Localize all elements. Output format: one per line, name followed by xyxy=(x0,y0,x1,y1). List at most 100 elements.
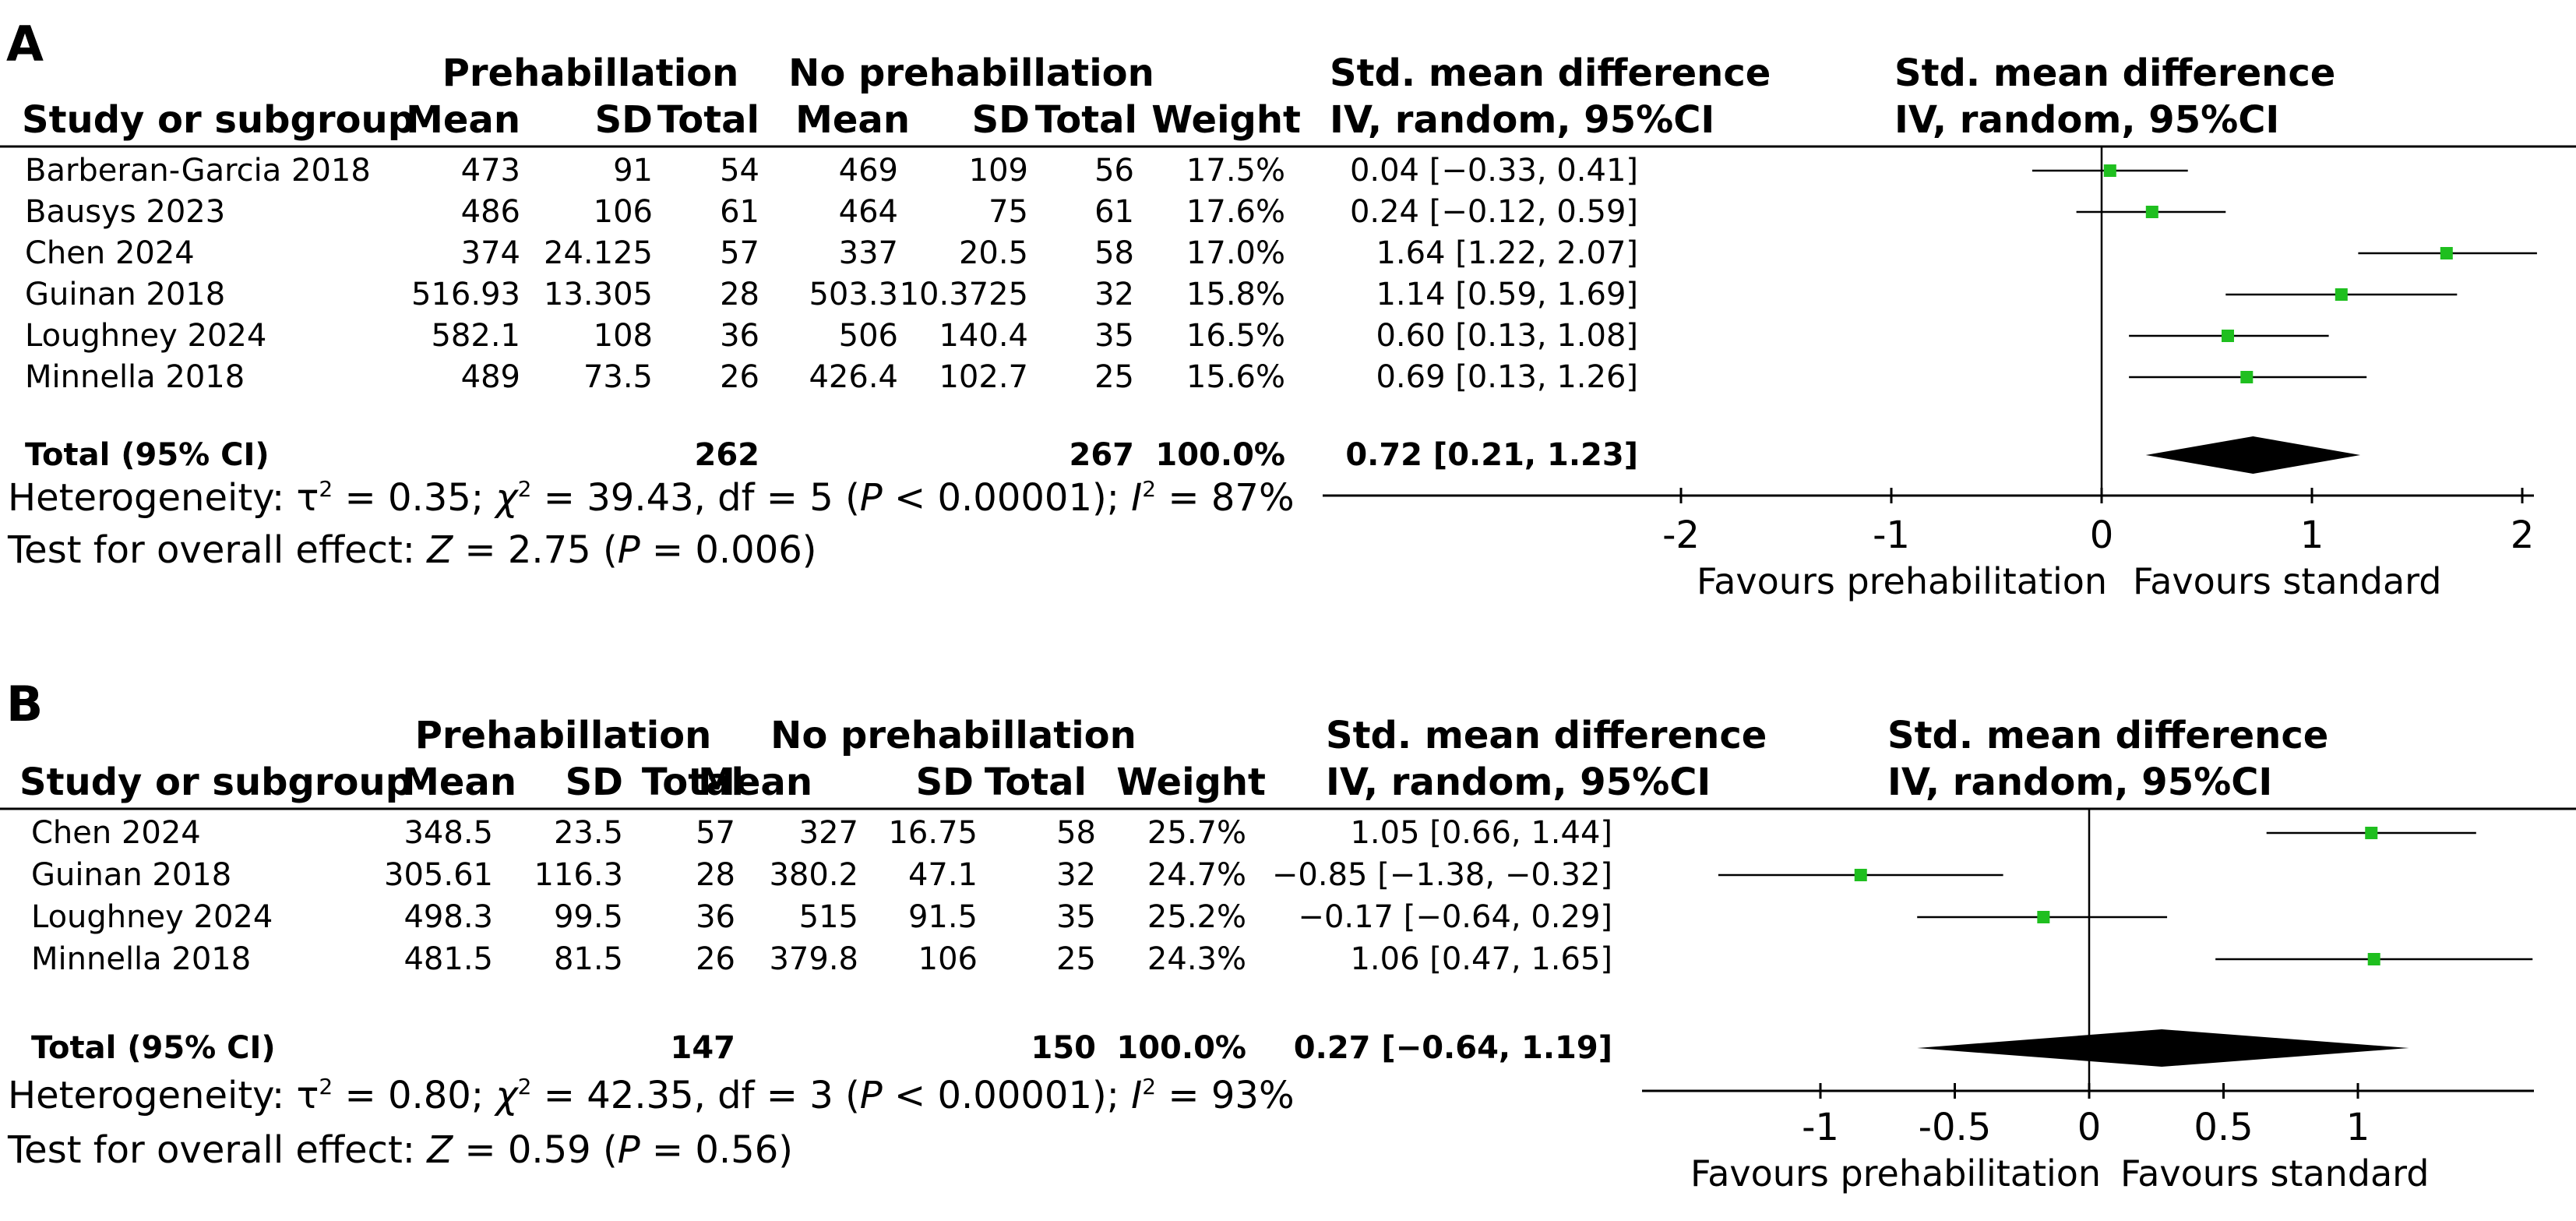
heterogeneity-prefix: Heterogeneity: xyxy=(8,476,296,520)
point-estimate-marker xyxy=(1854,869,1867,881)
weight-value: 16.5% xyxy=(1186,318,1285,354)
heterogeneity-prefix: Heterogeneity: xyxy=(8,1074,296,1117)
p-value: = 0.56) xyxy=(640,1128,793,1172)
i-value: = 87% xyxy=(1156,476,1294,520)
x-axis-tick-label: 0 xyxy=(2077,1106,2102,1149)
point-estimate-marker xyxy=(2222,330,2234,342)
effect-title-table: Std. mean difference xyxy=(1330,51,1771,95)
group2-header: No prehabillation xyxy=(770,714,1136,757)
sd2-value: 75 xyxy=(988,194,1028,230)
total1-column-header: Total xyxy=(642,760,744,804)
mean1-value: 516.93 xyxy=(411,277,520,312)
sd1-value: 108 xyxy=(594,318,653,354)
mean1-value: 348.5 xyxy=(403,815,493,851)
total2-value: 32 xyxy=(1056,857,1096,893)
p-symbol: P xyxy=(618,528,640,572)
table-row: Barberan-Garcia 2018 473 91 54 469 109 56 17.5%… xyxy=(25,153,2188,189)
total1-sum: 262 xyxy=(695,437,760,473)
table-row: Guinan 2018 305.61 116.3 28 380.2 47.1 32 24.7%… xyxy=(31,857,2003,893)
study-name: Loughney 2024 xyxy=(31,899,273,935)
total2-value: 35 xyxy=(1056,899,1096,935)
sd1-value: 23.5 xyxy=(554,815,623,851)
sd1-column-header: SD xyxy=(566,760,623,804)
effect-ci-value: 1.06 [0.47, 1.65] xyxy=(1350,941,1612,977)
effect-subtitle-table: IV, random, 95%CI xyxy=(1326,760,1711,804)
effect-title-table: Std. mean difference xyxy=(1326,714,1767,757)
sd2-value: 47.1 xyxy=(908,857,978,893)
effect-ci-value: 1.14 [0.59, 1.69] xyxy=(1376,277,1638,312)
sd2-value: 20.5 xyxy=(959,235,1028,271)
effect-ci-value: 0.60 [0.13, 1.08] xyxy=(1376,318,1638,354)
total1-value: 36 xyxy=(696,899,735,935)
effect-subtitle-plot: IV, random, 95%CI xyxy=(1887,760,2272,804)
chi-value: = 39.43, df = 5 ( xyxy=(532,476,860,520)
total-weight: 100.0% xyxy=(1155,437,1285,473)
point-estimate-marker xyxy=(2240,371,2254,383)
i-value: = 93% xyxy=(1156,1074,1294,1117)
mean2-value: 327 xyxy=(799,815,858,851)
total1-column-header: Total xyxy=(657,98,759,142)
panel-a: A Prehabillation No prehabillation Std. mea… xyxy=(0,16,2576,602)
sd2-value: 16.75 xyxy=(888,815,978,851)
study-column-header: Study or subgroup xyxy=(22,98,414,142)
weight-value: 17.0% xyxy=(1186,235,1285,271)
heterogeneity-text: Heterogeneity: τ2 = 0.35; χ2 = 39.43, df… xyxy=(8,476,1295,520)
total1-value: 54 xyxy=(720,153,759,189)
p-value: < 0.00001); xyxy=(883,1074,1131,1117)
weight-value: 17.5% xyxy=(1186,153,1285,189)
total1-sum: 147 xyxy=(671,1030,736,1066)
effect-ci-value: 0.24 [−0.12, 0.59] xyxy=(1350,194,1638,230)
study-name: Minnella 2018 xyxy=(31,941,251,977)
total2-sum: 150 xyxy=(1031,1030,1097,1066)
table-row: Minnella 2018 481.5 81.5 26 379.8 106 25 24.3% 1… xyxy=(31,941,2533,977)
mean2-value: 469 xyxy=(839,153,898,189)
total1-value: 28 xyxy=(696,857,735,893)
study-name: Chen 2024 xyxy=(31,815,201,851)
x-axis-tick-label: 0.5 xyxy=(2194,1106,2253,1149)
total-label: Total (95% CI) xyxy=(25,437,270,473)
group1-header: Prehabillation xyxy=(442,51,739,95)
mean1-value: 481.5 xyxy=(403,941,493,977)
total2-value: 58 xyxy=(1056,815,1096,851)
i-symbol: I xyxy=(1131,476,1142,520)
sd2-value: 106 xyxy=(918,941,978,977)
sd2-column-header: SD xyxy=(972,98,1030,142)
x-axis-tick-label: 1 xyxy=(2346,1106,2370,1149)
study-name: Barberan-Garcia 2018 xyxy=(25,153,371,189)
total1-value: 28 xyxy=(720,277,759,312)
effect-ci-value: 0.69 [0.13, 1.26] xyxy=(1376,359,1638,395)
mean2-value: 380.2 xyxy=(769,857,858,893)
sd1-value: 73.5 xyxy=(583,359,653,395)
table-row: Loughney 2024 498.3 99.5 36 515 91.5 35 25.2% −0… xyxy=(31,899,2168,935)
x-axis-tick-label: 0 xyxy=(2090,513,2114,557)
study-name: Guinan 2018 xyxy=(25,277,225,312)
total-row: Total (95% CI) 262 267 100.0% 0.72 [0.21, 1.… xyxy=(25,436,2361,474)
mean1-value: 489 xyxy=(461,359,520,395)
total1-value: 61 xyxy=(720,194,759,230)
sd1-value: 81.5 xyxy=(554,941,623,977)
point-estimate-marker xyxy=(2145,206,2158,218)
total2-sum: 267 xyxy=(1070,437,1135,473)
weight-value: 25.2% xyxy=(1147,899,1246,935)
mean2-value: 379.8 xyxy=(769,941,858,977)
x-axis-tick-label: 2 xyxy=(2511,513,2535,557)
table-row: Minnella 2018 489 73.5 26 426.4 102.7 25 15.6% 0… xyxy=(25,359,2367,395)
tau-symbol: τ xyxy=(296,476,319,520)
chi-superscript: 2 xyxy=(518,1074,532,1099)
study-column-header: Study or subgroup xyxy=(19,760,412,804)
tau-symbol: τ xyxy=(296,1074,319,1117)
table-row: Guinan 2018 516.93 13.305 28 503.3 10.3725 32 1… xyxy=(25,277,2458,312)
point-estimate-marker xyxy=(2440,247,2453,259)
sd2-value: 109 xyxy=(969,153,1028,189)
total1-value: 57 xyxy=(720,235,759,271)
z-value: = 2.75 ( xyxy=(453,528,618,572)
effect-ci-value: 1.05 [0.66, 1.44] xyxy=(1350,815,1612,851)
chi-symbol: χ xyxy=(493,476,519,520)
study-name: Chen 2024 xyxy=(25,235,195,271)
effect-title-plot: Std. mean difference xyxy=(1894,51,2335,95)
overall-prefix: Test for overall effect: xyxy=(7,528,427,572)
sd1-value: 91 xyxy=(613,153,653,189)
effect-ci-value: 0.04 [−0.33, 0.41] xyxy=(1350,153,1638,189)
point-estimate-marker xyxy=(2365,827,2378,839)
x-axis-tick-label: -1 xyxy=(1873,513,1910,557)
